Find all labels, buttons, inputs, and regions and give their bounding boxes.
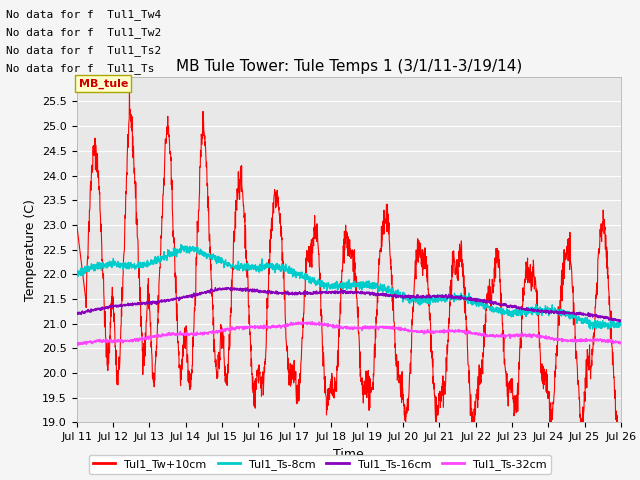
Y-axis label: Temperature (C): Temperature (C) xyxy=(24,199,36,300)
Text: No data for f  Tul1_Tw2: No data for f Tul1_Tw2 xyxy=(6,27,162,38)
X-axis label: Time: Time xyxy=(333,448,364,461)
Title: MB Tule Tower: Tule Temps 1 (3/1/11-3/19/14): MB Tule Tower: Tule Temps 1 (3/1/11-3/19… xyxy=(175,59,522,74)
Text: MB_tule: MB_tule xyxy=(79,79,128,89)
Text: No data for f  Tul1_Ts: No data for f Tul1_Ts xyxy=(6,63,155,74)
Legend: Tul1_Tw+10cm, Tul1_Ts-8cm, Tul1_Ts-16cm, Tul1_Ts-32cm: Tul1_Tw+10cm, Tul1_Ts-8cm, Tul1_Ts-16cm,… xyxy=(89,455,551,474)
Text: No data for f  Tul1_Ts2: No data for f Tul1_Ts2 xyxy=(6,45,162,56)
Text: No data for f  Tul1_Tw4: No data for f Tul1_Tw4 xyxy=(6,9,162,20)
